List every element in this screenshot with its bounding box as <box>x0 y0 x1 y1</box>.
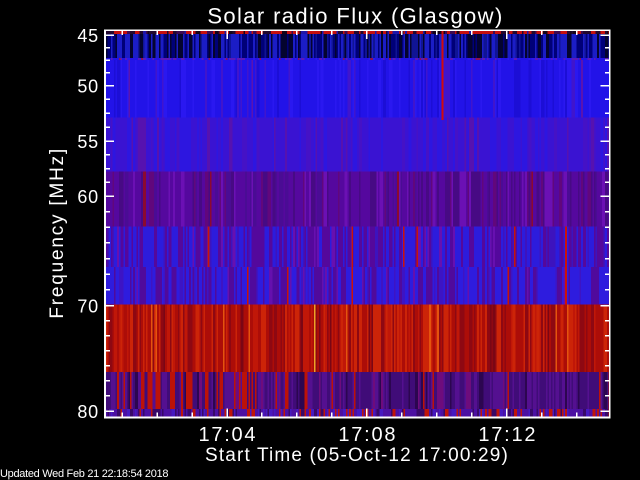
svg-text:Start Time (05-Oct-12 17:00:29: Start Time (05-Oct-12 17:00:29) <box>205 445 509 466</box>
svg-text:45: 45 <box>77 26 99 46</box>
svg-text:70: 70 <box>77 296 99 316</box>
svg-text:17:08: 17:08 <box>338 424 397 446</box>
svg-text:60: 60 <box>77 187 99 207</box>
svg-text:50: 50 <box>77 76 99 96</box>
svg-text:80: 80 <box>77 402 99 422</box>
svg-text:55: 55 <box>77 132 99 152</box>
svg-text:Updated Wed Feb 21 22:18:54 20: Updated Wed Feb 21 22:18:54 2018 <box>0 468 168 480</box>
svg-text:17:12: 17:12 <box>478 424 537 446</box>
svg-text:Solar radio Flux (Glasgow): Solar radio Flux (Glasgow) <box>207 4 503 29</box>
svg-text:17:04: 17:04 <box>198 424 257 446</box>
svg-text:Frequency [MHz]: Frequency [MHz] <box>47 147 68 319</box>
